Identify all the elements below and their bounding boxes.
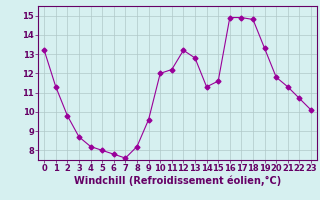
X-axis label: Windchill (Refroidissement éolien,°C): Windchill (Refroidissement éolien,°C): [74, 176, 281, 186]
